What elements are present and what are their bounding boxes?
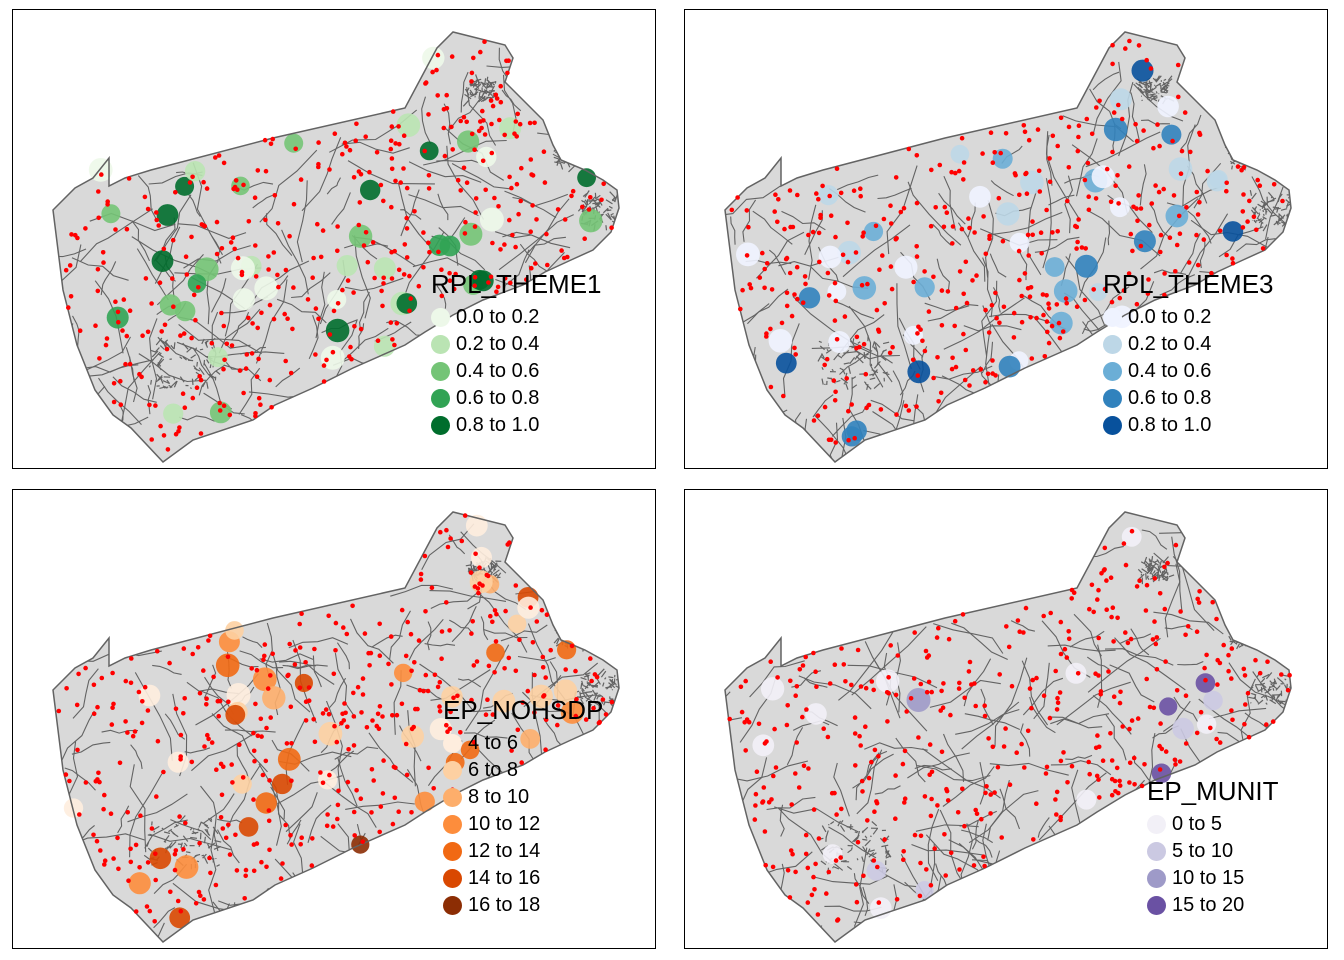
- legend-item: 8 to 10: [443, 784, 603, 811]
- legend-label: 10 to 15: [1172, 867, 1245, 889]
- legend-label: 0.8 to 1.0: [456, 414, 540, 436]
- legend-swatch: [443, 842, 462, 861]
- legend-item: 0.2 to 0.4: [1103, 331, 1274, 358]
- legend-title: RPL_THEME3: [1103, 269, 1274, 299]
- legend-swatch: [1103, 416, 1122, 435]
- legend-label: 0.0 to 0.2: [456, 306, 540, 328]
- legend-swatch: [1147, 869, 1166, 888]
- legend-item: 10 to 12: [443, 811, 603, 838]
- legend-items: 4 to 6 6 to 8 8 to 10 10 to 12 12 to 14 14 to…: [443, 730, 603, 919]
- legend-label: 0.0 to 0.2: [1128, 306, 1212, 328]
- legend-item: 10 to 15: [1147, 865, 1278, 892]
- legend-swatch: [443, 761, 462, 780]
- legend-label: 16 to 18: [468, 894, 541, 916]
- map-panel-rpl-theme1: RPL_THEME1 0.0 to 0.2 0.2 to 0.4 0.4 to 0.…: [12, 9, 656, 469]
- state-outline: [52, 31, 620, 463]
- legend-label: 4 to 6: [468, 732, 519, 754]
- value-circles: [736, 59, 1244, 447]
- legend-item: 0.6 to 0.8: [1103, 385, 1274, 412]
- legend-swatch: [431, 416, 450, 435]
- legend-title: EP_NOHSDP: [443, 695, 604, 725]
- state-map: [52, 31, 620, 463]
- legend-item: 0.4 to 0.6: [1103, 358, 1274, 385]
- legend-items: 0.0 to 0.2 0.2 to 0.4 0.4 to 0.6 0.6 to 0.8…: [1103, 304, 1274, 439]
- state-outline: [52, 511, 620, 943]
- legend-item: 4 to 6: [443, 730, 603, 757]
- legend-items: 0 to 5 5 to 10 10 to 15 15 to 20: [1147, 811, 1278, 919]
- legend-item: 0.8 to 1.0: [431, 412, 602, 439]
- state-land: [725, 512, 1291, 942]
- state-map: [724, 31, 1292, 463]
- legend-label: 0.2 to 0.4: [456, 333, 540, 355]
- map-legend: EP_MUNIT 0 to 5 5 to 10 10 to 15 15 to 20: [1147, 777, 1278, 919]
- map-panel-ep-nohsdp: EP_NOHSDP 4 to 6 6 to 8 8 to 10 10 to 12 12 …: [12, 489, 656, 949]
- state-outline: [724, 511, 1292, 943]
- legend-label: 6 to 8: [468, 759, 519, 781]
- map-panel-rpl-theme3: RPL_THEME3 0.0 to 0.2 0.2 to 0.4 0.4 to 0.…: [684, 9, 1328, 469]
- legend-swatch: [443, 734, 462, 753]
- point-markers: [56, 513, 615, 924]
- legend-item: 6 to 8: [443, 757, 603, 784]
- legend-swatch: [1147, 842, 1166, 861]
- legend-swatch: [443, 815, 462, 834]
- legend-item: 14 to 16: [443, 865, 603, 892]
- legend-item: 0.4 to 0.6: [431, 358, 602, 385]
- legend-swatch: [431, 362, 450, 381]
- legend-title: EP_MUNIT: [1147, 776, 1279, 806]
- legend-item: 0.0 to 0.2: [1103, 304, 1274, 331]
- map-legend: RPL_THEME3 0.0 to 0.2 0.2 to 0.4 0.4 to 0.…: [1103, 270, 1274, 439]
- legend-item: 15 to 20: [1147, 892, 1278, 919]
- legend-label: 0.4 to 0.6: [456, 360, 540, 382]
- point-markers: [729, 38, 1285, 445]
- legend-label: 0.6 to 0.8: [456, 387, 540, 409]
- legend-item: 16 to 18: [443, 892, 603, 919]
- legend-swatch: [443, 896, 462, 915]
- point-markers: [63, 39, 614, 452]
- legend-title: RPL_THEME1: [431, 269, 602, 299]
- legend-label: 8 to 10: [468, 786, 530, 808]
- legend-item: 0 to 5: [1147, 811, 1278, 838]
- legend-swatch: [431, 308, 450, 327]
- legend-item: 0.2 to 0.4: [431, 331, 602, 358]
- state-map: [724, 511, 1292, 943]
- legend-swatch: [443, 788, 462, 807]
- legend-label: 0.6 to 0.8: [1128, 387, 1212, 409]
- state-outline: [724, 31, 1292, 463]
- point-markers: [727, 528, 1292, 923]
- legend-label: 14 to 16: [468, 867, 541, 889]
- legend-swatch: [443, 869, 462, 888]
- legend-label: 0.8 to 1.0: [1128, 414, 1212, 436]
- legend-item: 0.6 to 0.8: [431, 385, 602, 412]
- legend-swatch: [1147, 815, 1166, 834]
- legend-swatch: [431, 335, 450, 354]
- legend-swatch: [1103, 308, 1122, 327]
- legend-label: 0.2 to 0.4: [1128, 333, 1212, 355]
- value-circles: [88, 46, 603, 424]
- legend-label: 0.4 to 0.6: [1128, 360, 1212, 382]
- map-panel-ep-munit: EP_MUNIT 0 to 5 5 to 10 10 to 15 15 to 20: [684, 489, 1328, 949]
- map-legend: EP_NOHSDP 4 to 6 6 to 8 8 to 10 10 to 12 12 …: [443, 696, 603, 919]
- legend-items: 0.0 to 0.2 0.2 to 0.4 0.4 to 0.6 0.6 to 0.8…: [431, 304, 602, 439]
- legend-swatch: [1103, 389, 1122, 408]
- legend-swatch: [1103, 362, 1122, 381]
- legend-swatch: [1103, 335, 1122, 354]
- map-legend: RPL_THEME1 0.0 to 0.2 0.2 to 0.4 0.4 to 0.…: [431, 270, 602, 439]
- legend-item: 0.0 to 0.2: [431, 304, 602, 331]
- legend-item: 5 to 10: [1147, 838, 1278, 865]
- legend-label: 0 to 5: [1172, 813, 1223, 835]
- legend-label: 10 to 12: [468, 813, 541, 835]
- legend-swatch: [1147, 896, 1166, 915]
- legend-label: 15 to 20: [1172, 894, 1245, 916]
- legend-label: 5 to 10: [1172, 840, 1234, 862]
- legend-swatch: [431, 389, 450, 408]
- legend-item: 0.8 to 1.0: [1103, 412, 1274, 439]
- legend-label: 12 to 14: [468, 840, 541, 862]
- legend-item: 12 to 14: [443, 838, 603, 865]
